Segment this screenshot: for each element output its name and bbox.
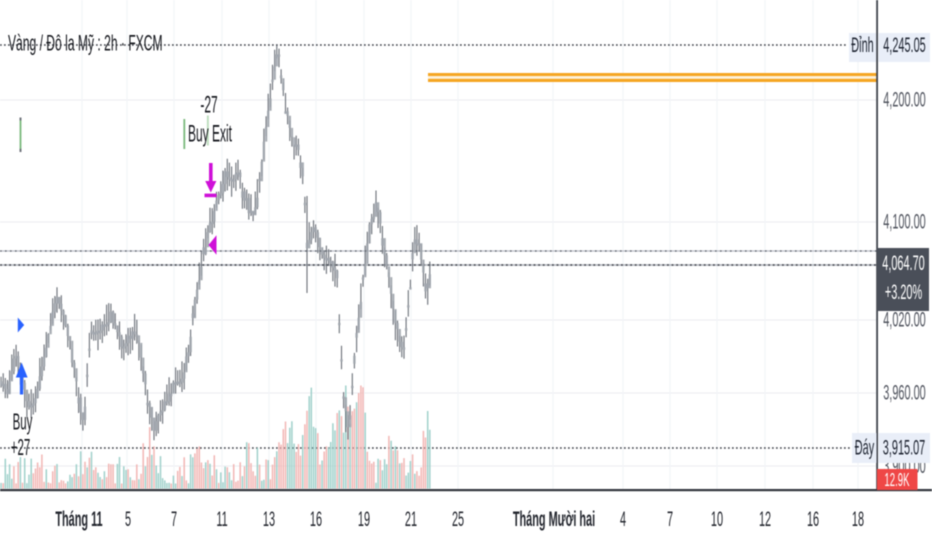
svg-text:18: 18 bbox=[852, 507, 864, 531]
svg-text:16: 16 bbox=[310, 507, 322, 531]
svg-text:3,915.07: 3,915.07 bbox=[883, 436, 925, 460]
svg-text:Tháng Mười hai: Tháng Mười hai bbox=[513, 507, 595, 531]
svg-text:4,020.00: 4,020.00 bbox=[883, 308, 925, 332]
svg-text:10: 10 bbox=[711, 507, 723, 531]
svg-text:21: 21 bbox=[405, 507, 417, 531]
svg-text:5: 5 bbox=[125, 507, 131, 531]
svg-text:Buy Exit: Buy Exit bbox=[188, 121, 232, 148]
svg-text:7: 7 bbox=[667, 507, 673, 531]
svg-text:4,245.05: 4,245.05 bbox=[883, 33, 925, 57]
svg-text:12: 12 bbox=[759, 507, 771, 531]
svg-text:11: 11 bbox=[216, 507, 227, 531]
svg-text:12.9K: 12.9K bbox=[884, 471, 909, 491]
svg-text:7: 7 bbox=[171, 507, 177, 531]
svg-text:-27: -27 bbox=[200, 92, 217, 119]
svg-text:25: 25 bbox=[452, 507, 464, 531]
svg-text:19: 19 bbox=[358, 507, 370, 531]
svg-text:+27: +27 bbox=[11, 435, 30, 460]
svg-text:4,200.00: 4,200.00 bbox=[883, 88, 925, 112]
svg-text:3,960.00: 3,960.00 bbox=[883, 381, 925, 405]
svg-text:Tháng 11: Tháng 11 bbox=[55, 507, 102, 531]
svg-text:Buy: Buy bbox=[13, 409, 33, 434]
svg-text:4: 4 bbox=[620, 507, 626, 531]
svg-text:13: 13 bbox=[263, 507, 275, 531]
svg-text:4,100.00: 4,100.00 bbox=[883, 210, 925, 234]
svg-text:16: 16 bbox=[807, 507, 819, 531]
svg-text:Vàng / Đô la Mỹ : 2h · FXCM: Vàng / Đô la Mỹ : 2h · FXCM bbox=[8, 31, 163, 56]
svg-text:Đáy: Đáy bbox=[855, 436, 875, 460]
svg-text:Đỉnh: Đỉnh bbox=[851, 33, 873, 57]
svg-text:4,064.70: 4,064.70 bbox=[882, 251, 924, 275]
svg-text:+3.20%: +3.20% bbox=[885, 280, 922, 304]
